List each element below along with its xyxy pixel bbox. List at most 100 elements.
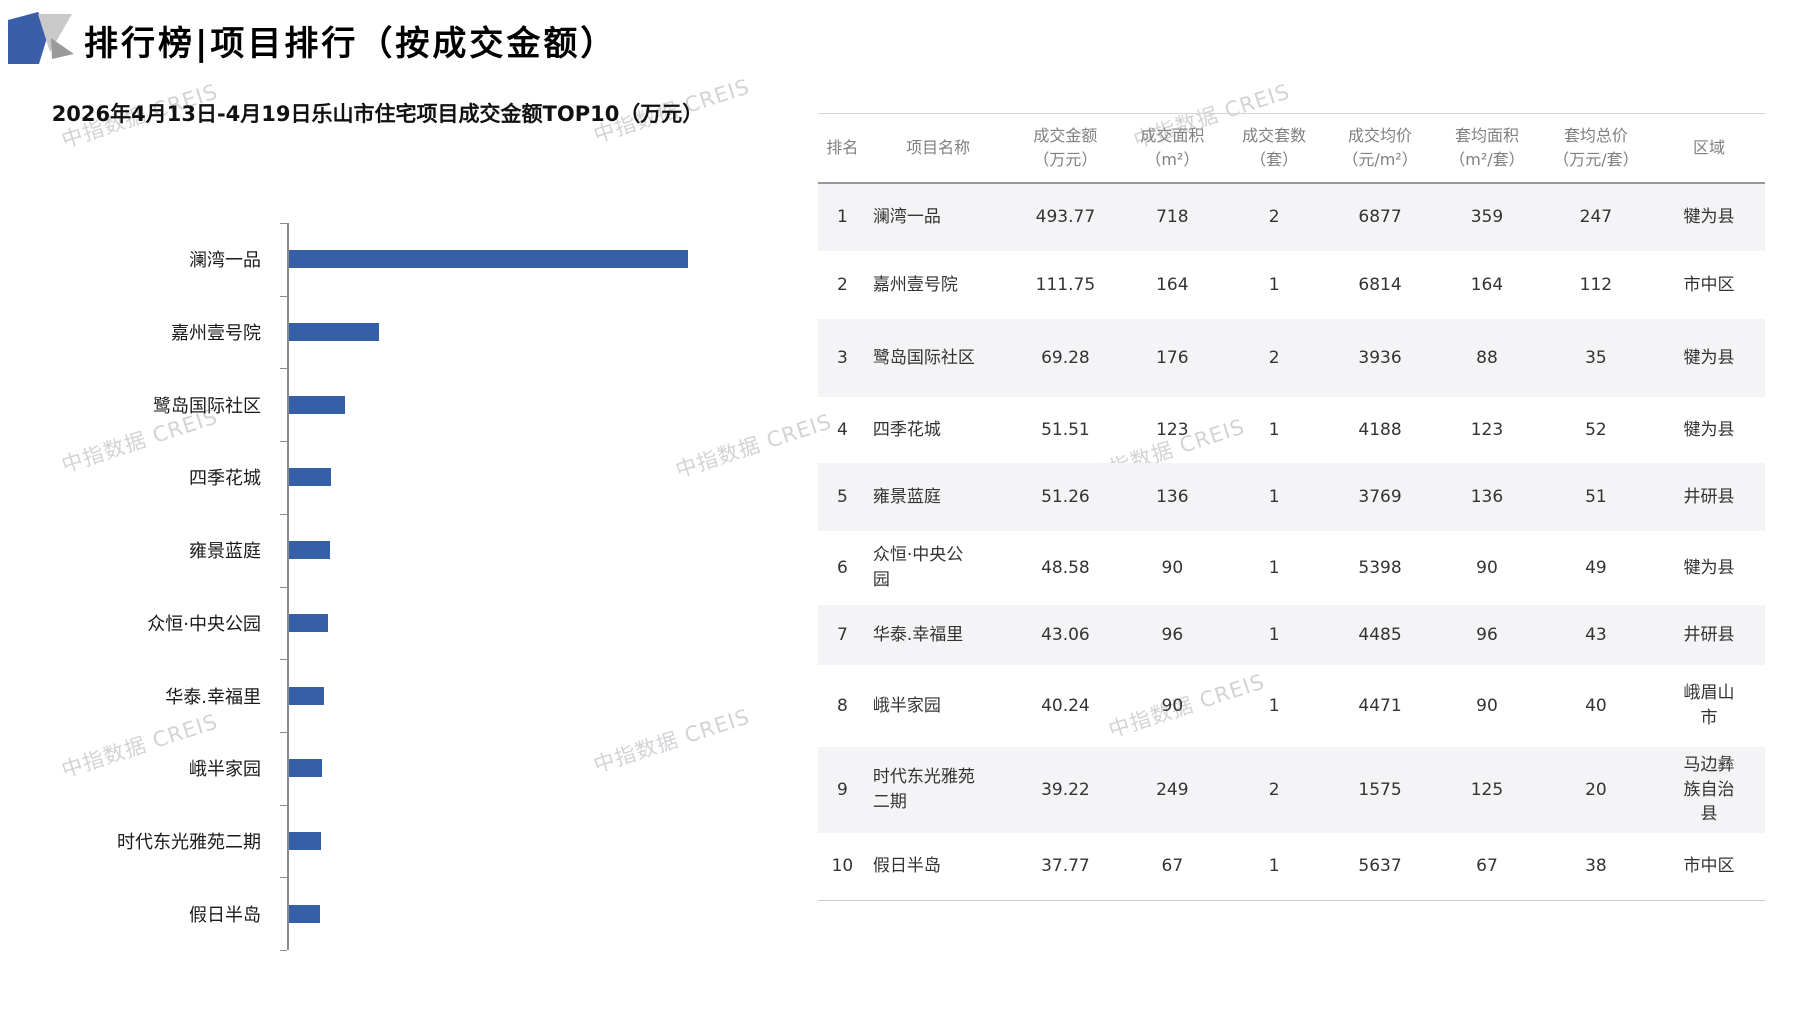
axis-tick xyxy=(280,877,287,878)
project-name-cell: 鹭岛国际社区 xyxy=(872,347,975,368)
region-cell: 峨眉山市 xyxy=(1683,683,1735,728)
value-cell: 1 xyxy=(1268,419,1280,440)
bar-category-label: 四季花城 xyxy=(189,468,261,490)
value-cell: 718 xyxy=(1156,207,1189,228)
axis-tick xyxy=(280,805,287,806)
value-cell: 5398 xyxy=(1358,557,1402,578)
axis-tick xyxy=(280,587,287,588)
value-cell: 1 xyxy=(1268,557,1280,578)
project-name-cell: 峨半家园 xyxy=(872,695,941,716)
value-cell: 4188 xyxy=(1358,419,1402,440)
bar-row: 嘉州壹号院 xyxy=(67,296,727,369)
axis-tick xyxy=(280,659,287,660)
project-name-cell: 嘉州壹号院 xyxy=(872,274,958,295)
project-name-cell: 假日半岛 xyxy=(872,856,941,877)
value-cell: 49 xyxy=(1585,557,1607,578)
column-header: 成交金额 （万元） xyxy=(1009,114,1121,184)
rank-cell: 6 xyxy=(837,557,848,578)
value-cell: 51.26 xyxy=(1041,486,1090,507)
value-cell: 5637 xyxy=(1358,856,1402,877)
page-title: 排行榜|项目排行（按成交金额） xyxy=(84,24,618,64)
value-cell: 90 xyxy=(1476,557,1498,578)
value-cell: 37.77 xyxy=(1041,856,1090,877)
bar xyxy=(289,759,322,778)
bar-category-label: 嘉州壹号院 xyxy=(171,323,261,345)
bar-row: 雍景蓝庭 xyxy=(67,514,727,587)
value-cell: 90 xyxy=(1161,557,1184,578)
header-line1: 区域 xyxy=(1692,138,1725,157)
value-cell: 136 xyxy=(1470,486,1504,507)
bar-category-label: 时代东光雅苑二期 xyxy=(117,831,261,853)
bar xyxy=(289,831,321,850)
bar-category-label: 峨半家园 xyxy=(189,759,261,781)
rank-cell: 4 xyxy=(837,419,848,440)
bar xyxy=(289,904,320,923)
value-cell: 1 xyxy=(1268,274,1280,295)
header-line2: （万元） xyxy=(1033,150,1098,169)
bar-row: 鹭岛国际社区 xyxy=(67,368,727,441)
region-cell: 井研县 xyxy=(1683,624,1735,645)
bar-row: 华泰.幸福里 xyxy=(67,659,727,732)
table-row: 6 众恒·中央公园 48.58 90 1 5398 90 49 犍为县 xyxy=(818,531,1765,605)
bar xyxy=(289,250,688,269)
bar-row: 时代东光雅苑二期 xyxy=(67,805,727,878)
header-line2: （m²/套） xyxy=(1449,150,1525,169)
bar-area xyxy=(289,395,345,414)
value-cell: 4485 xyxy=(1358,624,1402,645)
column-header: 成交套数 （套） xyxy=(1223,114,1325,184)
header-line2: （元/m²） xyxy=(1342,150,1418,169)
project-name-cell: 四季花城 xyxy=(872,419,941,440)
value-cell: 2 xyxy=(1268,207,1280,228)
table-row: 9 时代东光雅苑二期 39.22 249 2 1575 125 20 马边彝族自治县 xyxy=(818,747,1765,833)
value-cell: 43 xyxy=(1585,624,1607,645)
value-cell: 40 xyxy=(1585,695,1607,716)
axis-tick xyxy=(280,441,287,442)
project-name-cell: 雍景蓝庭 xyxy=(872,486,941,507)
bar-row: 众恒·中央公园 xyxy=(67,587,727,660)
value-cell: 1575 xyxy=(1358,779,1402,800)
value-cell: 69.28 xyxy=(1041,347,1090,368)
header-line1: 成交金额 xyxy=(1033,126,1098,145)
column-header: 区域 xyxy=(1653,114,1765,184)
axis-tick xyxy=(280,950,287,951)
value-cell: 51.51 xyxy=(1041,419,1090,440)
value-cell: 48.58 xyxy=(1041,557,1090,578)
value-cell: 6877 xyxy=(1358,207,1402,228)
bar-category-label: 雍景蓝庭 xyxy=(189,541,261,563)
value-cell: 40.24 xyxy=(1041,695,1090,716)
bar xyxy=(289,613,328,632)
table-row: 8 峨半家园 40.24 90 1 4471 90 40 峨眉山市 xyxy=(818,665,1765,747)
value-cell: 359 xyxy=(1470,207,1504,228)
axis-tick xyxy=(280,223,287,224)
region-cell: 犍为县 xyxy=(1683,557,1735,578)
rank-cell: 10 xyxy=(831,856,854,877)
value-cell: 38 xyxy=(1585,856,1607,877)
value-cell: 111.75 xyxy=(1035,274,1096,295)
value-cell: 52 xyxy=(1585,419,1607,440)
value-cell: 6814 xyxy=(1358,274,1402,295)
value-cell: 1 xyxy=(1268,695,1280,716)
bar xyxy=(289,395,345,414)
value-cell: 51 xyxy=(1585,486,1607,507)
header-line2: （套） xyxy=(1250,150,1299,169)
bar-row: 峨半家园 xyxy=(67,732,727,805)
project-name-cell: 时代东光雅苑二期 xyxy=(872,767,975,812)
bar-area xyxy=(289,831,321,850)
header-line1: 排名 xyxy=(826,138,859,157)
axis-tick xyxy=(280,514,287,515)
value-cell: 4471 xyxy=(1358,695,1402,716)
value-cell: 39.22 xyxy=(1041,779,1090,800)
value-cell: 125 xyxy=(1470,779,1504,800)
value-cell: 493.77 xyxy=(1035,207,1096,228)
bar-row: 假日半岛 xyxy=(67,877,727,950)
value-cell: 112 xyxy=(1579,274,1613,295)
region-cell: 犍为县 xyxy=(1683,207,1735,228)
table-row: 4 四季花城 51.51 123 1 4188 123 52 犍为县 xyxy=(818,397,1765,463)
region-cell: 市中区 xyxy=(1683,274,1735,295)
axis-tick xyxy=(280,296,287,297)
bar-row: 四季花城 xyxy=(67,441,727,514)
value-cell: 35 xyxy=(1585,347,1607,368)
bar-area xyxy=(289,323,379,342)
bar-category-label: 假日半岛 xyxy=(189,904,261,926)
bar-area xyxy=(289,250,688,269)
